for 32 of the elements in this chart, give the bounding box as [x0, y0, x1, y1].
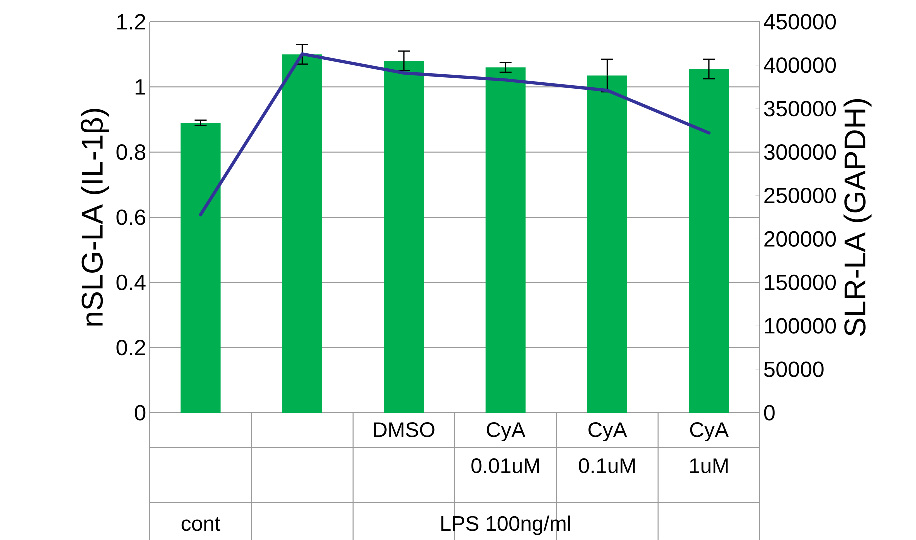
y-tick-label: 1.2	[118, 14, 146, 30]
y-tick-label: 0.4	[116, 274, 146, 290]
text: LPS 100ng/ml	[442, 516, 570, 536]
text: cont	[182, 517, 221, 532]
bar	[282, 54, 323, 413]
x-tick-label: DMSO	[374, 422, 435, 438]
y2-tick-label: 200000	[764, 231, 836, 248]
y-tick-label: 0.6	[116, 210, 146, 226]
bar	[180, 123, 221, 413]
y-tick-label: 0	[135, 405, 146, 421]
y2-tick-label: 50000	[764, 362, 824, 378]
x-tick-label: CyA 1uM	[690, 422, 729, 474]
y2-axis-title: SLR-LA (GAPDH)	[844, 99, 872, 336]
line-series	[199, 52, 711, 216]
y2-tick-label: 150000	[765, 274, 836, 290]
bar	[588, 76, 628, 413]
bar	[689, 69, 730, 413]
bar	[486, 68, 526, 413]
y2-tick-label: 100000	[765, 318, 836, 334]
y-tick-label: 1	[136, 80, 146, 95]
y-tick-label: 0.2	[116, 340, 146, 356]
y-tick-label: 0.8	[116, 144, 146, 160]
y2-tick-label: 0	[764, 405, 775, 421]
y2-tick-label: 400000	[764, 58, 836, 74]
x-tick-label: CyA 0.01uM	[472, 422, 540, 474]
bar	[384, 61, 424, 413]
y2-tick-label: 450000	[764, 14, 836, 30]
y-axis-title: nSLG-LA (IL-1β)	[81, 109, 110, 326]
y2-tick-label: 350000	[764, 101, 836, 117]
x-tick-label: CyA 0.1uM	[579, 422, 635, 474]
y2-tick-label: 250000	[764, 188, 836, 204]
y2-tick-label: 300000	[764, 144, 836, 160]
